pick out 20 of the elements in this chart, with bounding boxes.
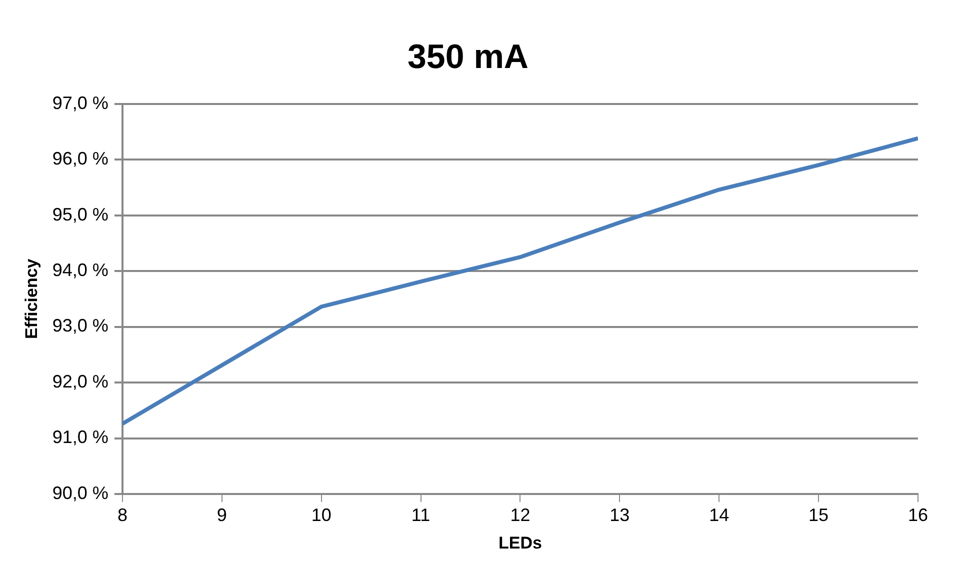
x-tick-label: 12 bbox=[510, 504, 530, 525]
y-tick-label: 92,0 % bbox=[52, 371, 108, 392]
x-tick-label: 10 bbox=[311, 504, 332, 525]
x-tick-label: 11 bbox=[411, 504, 430, 525]
y-tick-label: 90,0 % bbox=[52, 482, 108, 503]
y-tick-label: 93,0 % bbox=[52, 316, 108, 336]
y-axis-title: Efficiency bbox=[22, 258, 41, 340]
chart-title: 350 mA bbox=[408, 38, 528, 76]
y-tick-label: 91,0 % bbox=[52, 427, 108, 448]
y-tick-label: 96,0 % bbox=[52, 148, 108, 169]
x-tick-label: 8 bbox=[117, 504, 128, 525]
x-tick-label: 9 bbox=[216, 504, 227, 525]
x-tick-label: 14 bbox=[709, 504, 730, 525]
y-tick-label: 95,0 % bbox=[52, 204, 108, 224]
x-tick-label: 16 bbox=[908, 504, 928, 525]
y-tick-label: 97,0 % bbox=[52, 92, 108, 113]
x-tick-label: 13 bbox=[610, 504, 630, 525]
x-axis-title: LEDs bbox=[498, 533, 542, 552]
x-tick-label: 15 bbox=[808, 504, 829, 525]
y-tick-label: 94,0 % bbox=[52, 260, 108, 280]
